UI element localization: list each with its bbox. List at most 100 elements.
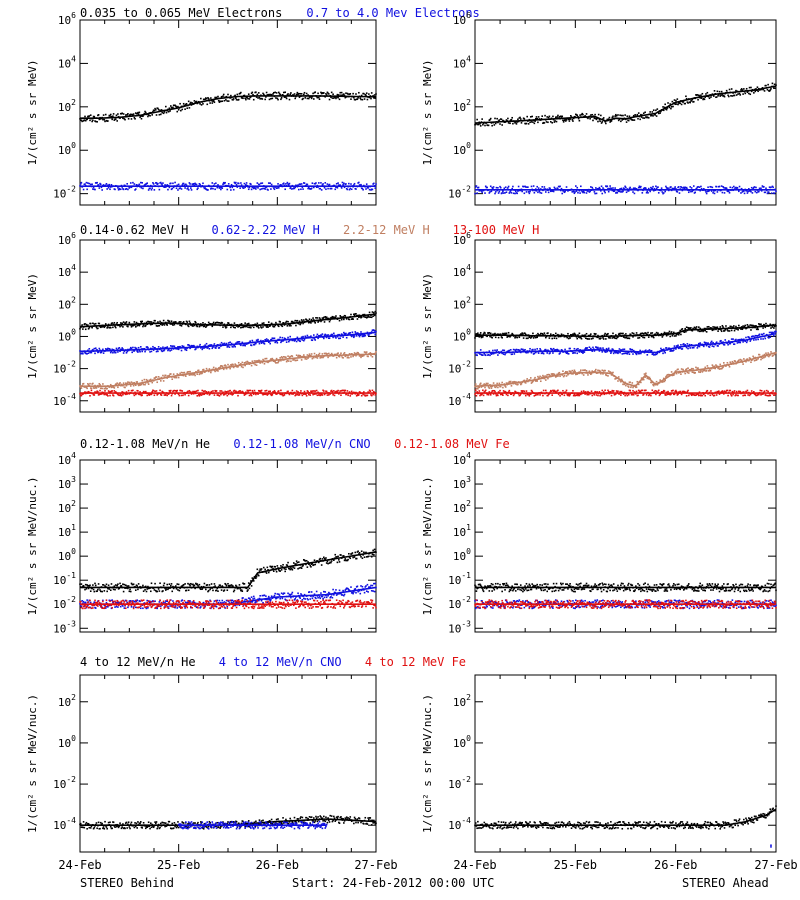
data-point (723, 94, 725, 97)
data-point (249, 389, 251, 392)
data-point (295, 324, 297, 327)
header-label-1: 0.035 to 0.065 MeV Electrons (80, 6, 282, 20)
data-point (84, 183, 86, 185)
data-point (758, 334, 760, 337)
data-point (665, 185, 667, 188)
data-point (321, 333, 324, 335)
data-point (109, 188, 111, 191)
data-point (303, 338, 306, 341)
plot-frame (474, 19, 777, 206)
data-point (343, 353, 345, 355)
data-point (170, 188, 173, 191)
data-point (318, 317, 321, 319)
data-point (212, 99, 215, 102)
data-point (638, 185, 641, 188)
data-point (589, 372, 591, 375)
data-point (235, 342, 238, 344)
data-point (295, 93, 298, 96)
data-point (195, 348, 197, 350)
data-point (277, 98, 279, 101)
data-point (374, 333, 377, 336)
data-point (700, 94, 702, 97)
data-point (507, 117, 509, 120)
data-point (303, 91, 306, 94)
data-point (88, 115, 91, 117)
data-point (561, 393, 564, 396)
data-point (671, 187, 674, 190)
data-point (275, 321, 277, 324)
data-point (721, 367, 724, 369)
data-point (166, 394, 169, 397)
data-point (335, 96, 338, 98)
data-point (283, 96, 286, 98)
data-point (88, 182, 91, 185)
data-point (711, 186, 714, 189)
data-point (318, 394, 320, 396)
data-point (267, 321, 270, 323)
data-point (489, 335, 491, 338)
data-point (321, 394, 324, 396)
data-point (235, 364, 237, 366)
data-point (121, 322, 123, 325)
data-point (558, 371, 561, 374)
data-point (537, 332, 539, 335)
data-point (544, 191, 547, 193)
data-point (705, 369, 708, 372)
data-point (729, 361, 732, 364)
data-point (615, 334, 617, 336)
data-point (735, 328, 738, 330)
series-2 (474, 330, 777, 357)
data-point (307, 390, 309, 393)
data-point (596, 336, 599, 339)
data-point (148, 379, 151, 382)
data-point (227, 322, 230, 325)
data-point (551, 394, 554, 396)
data-point (632, 349, 635, 352)
data-point (559, 394, 561, 397)
data-point (620, 349, 623, 351)
data-point (162, 346, 164, 349)
data-point (476, 333, 478, 336)
data-point (170, 323, 172, 325)
data-point (270, 358, 272, 360)
data-point (694, 371, 697, 374)
data-point (182, 345, 185, 348)
data-point (195, 321, 197, 324)
data-point (201, 389, 204, 392)
data-point (750, 361, 752, 364)
data-point (710, 190, 713, 192)
data-point (349, 187, 352, 190)
data-point (358, 181, 360, 184)
data-point (167, 393, 170, 395)
data-point (552, 347, 555, 350)
data-point (707, 186, 709, 189)
data-point (536, 348, 539, 350)
data-point (207, 96, 209, 99)
data-point (275, 92, 278, 94)
data-point (660, 110, 662, 113)
data-point (345, 183, 347, 185)
data-point (651, 353, 654, 356)
data-point (295, 340, 298, 343)
data-point (194, 390, 196, 393)
data-point (770, 331, 772, 334)
data-point (726, 329, 729, 331)
data-point (168, 320, 171, 323)
data-point (565, 391, 567, 393)
data-point (607, 347, 610, 350)
data-point (351, 393, 354, 395)
data-point (180, 349, 183, 352)
data-point (562, 389, 564, 392)
data-point (260, 326, 262, 328)
data-point (233, 389, 236, 392)
data-point (578, 394, 581, 397)
data-point (358, 334, 360, 337)
data-point (373, 97, 375, 99)
data-point (333, 394, 336, 397)
data-point (193, 324, 196, 327)
data-point (265, 389, 268, 392)
data-point (672, 349, 675, 351)
data-point (134, 393, 137, 396)
data-point (687, 326, 689, 329)
data-point (743, 190, 745, 192)
